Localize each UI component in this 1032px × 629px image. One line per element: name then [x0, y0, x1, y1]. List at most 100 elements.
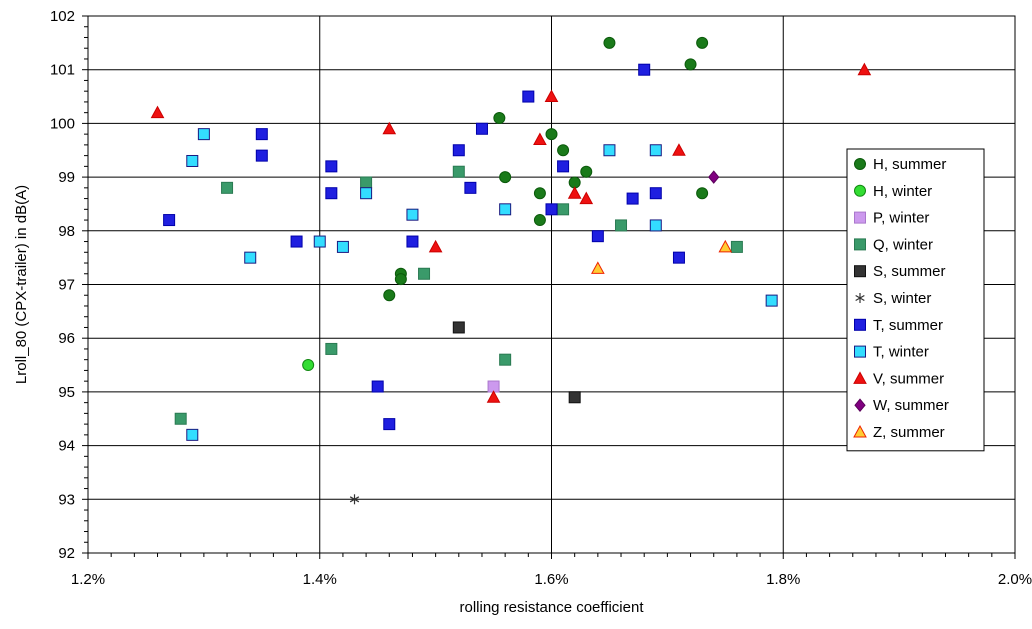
- point-v-summer: [382, 121, 397, 135]
- legend-marker-t-winter: [854, 345, 866, 358]
- legend-label: S, winter: [873, 290, 931, 307]
- legend-marker-z-summer: [853, 424, 867, 438]
- legend-marker-p-winter: [854, 211, 866, 224]
- legend-box: [846, 148, 985, 452]
- legend-label: T, winter: [873, 344, 929, 361]
- point-h-summer: [603, 36, 616, 49]
- point-t-summer: [383, 418, 396, 431]
- point-t-summer: [452, 144, 465, 157]
- legend-label: H, summer: [873, 156, 946, 173]
- point-t-summer: [325, 187, 338, 200]
- point-t-summer: [545, 203, 558, 216]
- point-t-summer: [255, 128, 268, 141]
- legend-marker-s-summer: [854, 265, 866, 278]
- point-h-summer: [580, 165, 593, 178]
- asterisk-stroke: [349, 496, 360, 503]
- point-t-winter: [649, 144, 662, 157]
- point-h-summer: [533, 187, 546, 200]
- point-t-summer: [649, 187, 662, 200]
- legend-label: H, winter: [873, 183, 932, 200]
- legend-label: Q, winter: [873, 236, 933, 253]
- point-h-winter: [302, 359, 315, 372]
- point-v-summer: [150, 105, 165, 119]
- point-s-summer: [568, 391, 581, 404]
- point-t-summer: [163, 214, 176, 227]
- point-t-summer: [672, 251, 685, 264]
- point-v-summer: [533, 132, 547, 146]
- y-tick-label: 93: [58, 491, 75, 508]
- legend-label: P, winter: [873, 210, 929, 227]
- point-t-summer: [591, 230, 604, 243]
- data-points: [150, 36, 872, 505]
- point-q-winter: [730, 240, 743, 253]
- point-v-summer: [567, 186, 582, 199]
- point-t-summer: [406, 235, 419, 248]
- asterisk-stroke: [855, 294, 865, 302]
- legend: H, summer H, winter P, winter Q, winter S, s…: [846, 148, 985, 452]
- y-tick-label: 102: [50, 8, 75, 25]
- x-tick-label: 2.0%: [998, 571, 1032, 588]
- point-t-winter: [765, 294, 778, 307]
- x-axis-title: rolling resistance coefficient: [460, 599, 645, 616]
- point-t-summer: [522, 90, 535, 103]
- point-q-winter: [557, 203, 570, 216]
- plot-area-frame: [87, 15, 1016, 554]
- point-h-summer: [684, 58, 697, 71]
- legend-label: V, summer: [873, 370, 944, 387]
- point-t-summer: [371, 380, 384, 393]
- legend-marker-q-winter: [854, 238, 866, 251]
- y-tick-label: 101: [50, 62, 75, 79]
- y-axis-title: Lroll_80 (CPX-trailer) in dB(A): [13, 185, 30, 384]
- legend-label: W, summer: [873, 397, 949, 414]
- minor-ticks: [82, 15, 1016, 559]
- point-v-summer: [857, 62, 872, 76]
- x-tick-label: 1.6%: [534, 571, 568, 588]
- point-q-winter: [452, 165, 465, 178]
- point-h-summer: [394, 273, 407, 286]
- y-tick-label: 95: [58, 384, 75, 401]
- point-h-summer: [696, 187, 709, 200]
- point-t-summer: [475, 122, 488, 135]
- point-t-winter: [244, 251, 257, 264]
- x-tick-label: 1.4%: [303, 571, 337, 588]
- point-t-summer: [464, 181, 477, 194]
- point-q-winter: [174, 412, 187, 425]
- legend-label: T, summer: [873, 317, 943, 334]
- legend-marker-v-summer: [853, 371, 867, 384]
- point-z-summer: [718, 239, 733, 253]
- y-tick-label: 99: [58, 169, 75, 186]
- point-h-summer: [557, 144, 570, 157]
- legend-label: Z, summer: [873, 424, 945, 441]
- point-h-summer: [545, 128, 558, 141]
- point-h-summer: [696, 36, 709, 49]
- point-q-winter: [360, 176, 373, 189]
- point-s-winter: [349, 494, 360, 505]
- y-tick-labels: 92 93 94 95 96 97 98 99 100 101 102: [50, 8, 75, 562]
- point-h-summer: [533, 214, 546, 227]
- point-q-winter: [221, 181, 234, 194]
- point-t-winter: [360, 187, 373, 200]
- point-t-winter: [186, 428, 199, 441]
- y-tick-label: 92: [58, 545, 75, 562]
- point-t-winter: [197, 128, 210, 141]
- point-t-winter: [499, 203, 512, 216]
- point-v-summer: [579, 191, 594, 205]
- point-t-summer: [290, 235, 303, 248]
- point-t-summer: [638, 63, 651, 76]
- point-q-winter: [615, 219, 628, 232]
- legend-marker-h-winter: [854, 184, 866, 197]
- legend-label: S, summer: [873, 263, 946, 280]
- point-h-summer: [493, 112, 506, 125]
- point-w-summer: [708, 170, 720, 184]
- point-t-summer: [255, 149, 268, 162]
- point-z-summer: [591, 261, 605, 274]
- legend-marker-w-summer: [854, 398, 866, 412]
- point-h-summer: [499, 171, 512, 184]
- point-v-summer: [428, 239, 443, 253]
- x-tick-labels: 1.2% 1.4% 1.6% 1.8% 2.0%: [71, 571, 1032, 588]
- point-t-winter: [603, 144, 616, 157]
- point-t-winter: [186, 154, 199, 167]
- point-v-summer: [486, 390, 501, 403]
- point-s-summer: [452, 321, 465, 334]
- x-tick-label: 1.8%: [766, 571, 800, 588]
